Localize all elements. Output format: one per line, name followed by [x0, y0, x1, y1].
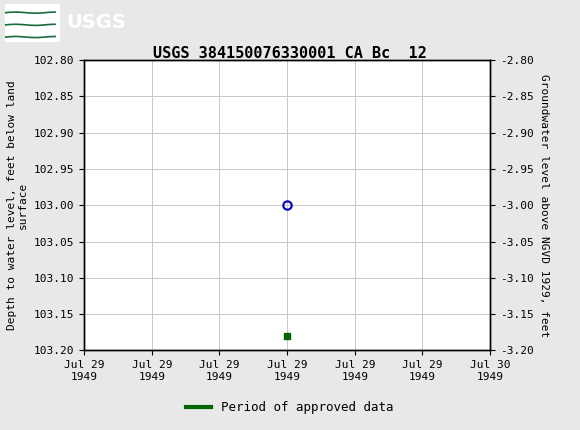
- Legend: Period of approved data: Period of approved data: [181, 396, 399, 419]
- Y-axis label: Groundwater level above NGVD 1929, feet: Groundwater level above NGVD 1929, feet: [539, 74, 549, 337]
- Y-axis label: Depth to water level, feet below land
surface: Depth to water level, feet below land su…: [7, 80, 28, 330]
- Text: USGS: USGS: [67, 13, 126, 32]
- Bar: [5, 3, 60, 42]
- Text: USGS 384150076330001 CA Bc  12: USGS 384150076330001 CA Bc 12: [153, 46, 427, 61]
